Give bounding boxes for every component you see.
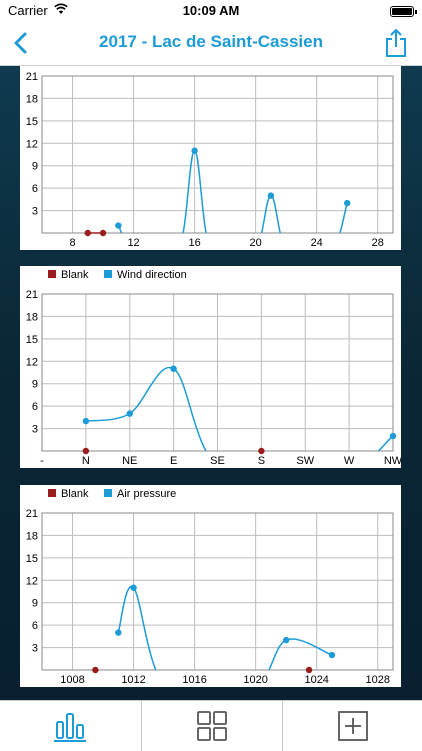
y-tick-label: 18 xyxy=(26,530,38,542)
page-title: 2017 - Lac de Saint-Cassien xyxy=(99,32,323,51)
data-point xyxy=(115,222,122,229)
tab-charts[interactable] xyxy=(0,701,140,751)
data-point xyxy=(84,229,91,237)
data-point xyxy=(82,417,90,425)
x-tick-label: NW xyxy=(384,455,401,467)
y-tick-label: 12 xyxy=(26,138,38,150)
data-point xyxy=(305,666,313,674)
x-tick-label: 1012 xyxy=(121,674,145,686)
back-chevron-icon[interactable] xyxy=(8,29,36,57)
y-tick-label: 6 xyxy=(32,401,38,413)
data-point xyxy=(126,410,133,417)
y-tick-label: 21 xyxy=(26,71,38,83)
y-tick-label: 15 xyxy=(26,116,38,128)
x-tick-label: E xyxy=(170,455,177,467)
battery-icon xyxy=(390,6,417,17)
x-tick-label: SE xyxy=(210,455,225,467)
y-tick-label: 21 xyxy=(26,508,38,520)
share-icon[interactable] xyxy=(384,28,408,58)
y-tick-label: 15 xyxy=(26,553,38,565)
y-tick-label: 6 xyxy=(32,183,38,195)
y-tick-label: 6 xyxy=(32,620,38,632)
y-tick-label: 9 xyxy=(32,161,38,173)
add-icon xyxy=(337,711,368,741)
data-point xyxy=(82,447,90,455)
tab-add[interactable] xyxy=(282,701,422,751)
legend-swatch xyxy=(104,489,112,497)
legend-label: Blank xyxy=(61,269,89,281)
charts-scroll[interactable]: 21 18 15 12 9 6 3 8 12 16 20 24 28 Blank Wind directi… xyxy=(0,66,422,700)
plot-frame xyxy=(41,293,394,452)
y-tick-label: 9 xyxy=(32,379,38,391)
air-pressure-chart: Blank Air pressure 21 18 15 12 9 6 3 1008 1012 1016… xyxy=(26,488,394,686)
x-tick-label: 16 xyxy=(188,237,200,249)
y-tick-label: 3 xyxy=(32,643,38,655)
x-tick-label: 1016 xyxy=(182,674,206,686)
y-tick-label: 18 xyxy=(26,311,38,323)
x-tick-label: 1028 xyxy=(365,674,389,686)
status-bar: Carrier 10:09 AM xyxy=(0,0,422,22)
data-point xyxy=(267,192,275,199)
legend-label: Air pressure xyxy=(117,488,176,500)
chart-panel-1: 21 18 15 12 9 6 3 8 12 16 20 24 28 xyxy=(20,66,401,250)
depth-chart: 21 18 15 12 9 6 3 8 12 16 20 24 28 xyxy=(26,71,394,249)
data-point xyxy=(92,666,99,674)
y-tick-label: 12 xyxy=(26,356,38,368)
tab-bar xyxy=(0,700,422,751)
bar-chart-icon xyxy=(54,713,86,742)
chart-panel-3: Blank Air pressure 21 18 15 12 9 6 3 1008 1012 1016… xyxy=(20,485,401,687)
plot-frame xyxy=(41,512,394,671)
wifi-icon xyxy=(54,3,68,14)
x-tick-label: NE xyxy=(122,455,137,467)
y-tick-label: 12 xyxy=(26,575,38,587)
y-tick-label: 21 xyxy=(26,289,38,301)
y-tick-label: 3 xyxy=(32,424,38,436)
x-tick-label: 28 xyxy=(372,237,384,249)
x-tick-label: S xyxy=(258,455,265,467)
tab-grid[interactable] xyxy=(141,701,281,751)
data-point xyxy=(344,199,351,207)
clock: 10:09 AM xyxy=(182,3,240,18)
chart-panel-2: Blank Wind direction 21 18 15 12 9 6 3 - N NE E SE S SW… xyxy=(20,266,401,468)
carrier-label: Carrier xyxy=(8,3,48,18)
x-tick-label: 20 xyxy=(250,237,262,249)
x-tick-label: - xyxy=(40,455,44,467)
x-tick-label: N xyxy=(82,455,90,467)
data-point xyxy=(328,651,336,659)
legend-swatch xyxy=(104,270,112,278)
x-tick-label: SW xyxy=(296,455,314,467)
legend-label: Wind direction xyxy=(117,269,187,281)
x-tick-label: 24 xyxy=(311,237,323,249)
x-tick-label: 1024 xyxy=(304,674,328,686)
legend-label: Blank xyxy=(61,488,89,500)
x-tick-label: 12 xyxy=(127,237,139,249)
y-tick-label: 3 xyxy=(32,206,38,218)
y-tick-label: 18 xyxy=(26,93,38,105)
nav-bar: 2017 - Lac de Saint-Cassien xyxy=(0,22,422,66)
legend-swatch xyxy=(48,489,56,497)
x-tick-label: 1008 xyxy=(60,674,84,686)
data-point xyxy=(115,629,122,636)
series-line xyxy=(85,366,393,451)
data-point xyxy=(170,365,177,372)
x-tick-label: 1020 xyxy=(243,674,267,686)
x-tick-label: W xyxy=(344,455,355,467)
legend-swatch xyxy=(48,270,56,278)
grid-icon xyxy=(196,711,227,741)
y-tick-label: 9 xyxy=(32,598,38,610)
data-point xyxy=(130,584,137,591)
data-point xyxy=(389,432,397,440)
plot-frame xyxy=(41,75,394,234)
series-line xyxy=(117,585,333,670)
y-tick-label: 15 xyxy=(26,334,38,346)
wind-direction-chart: Blank Wind direction 21 18 15 12 9 6 3 - N NE E SE S SW… xyxy=(26,269,401,467)
x-tick-label: 8 xyxy=(69,237,75,249)
data-point xyxy=(258,447,265,455)
data-point xyxy=(282,636,290,644)
data-point xyxy=(191,147,198,154)
data-point xyxy=(99,229,107,237)
